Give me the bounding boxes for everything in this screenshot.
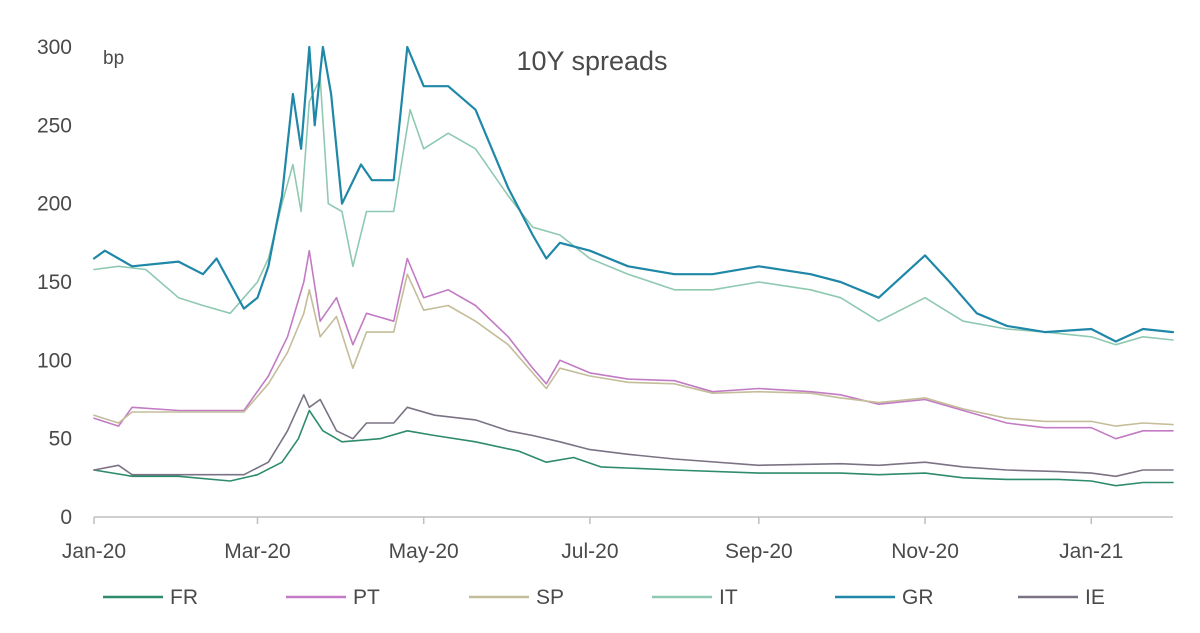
legend: FR PT SP IT GR IE bbox=[103, 586, 1105, 609]
x-tick-label: Mar-20 bbox=[224, 540, 291, 563]
x-tick-label: Jul-20 bbox=[561, 540, 618, 563]
x-tick-label: Jan-20 bbox=[62, 540, 126, 563]
y-tick-label: 0 bbox=[60, 506, 72, 529]
y-tick-label: 50 bbox=[49, 428, 72, 451]
series-line-gr bbox=[92, 45, 1175, 343]
series-lines bbox=[92, 45, 1175, 487]
y-tick-label: 150 bbox=[37, 271, 72, 294]
y-tick-label: 200 bbox=[37, 193, 72, 216]
y-unit-label: bp bbox=[103, 48, 124, 69]
legend-label-fr: FR bbox=[170, 586, 198, 609]
series-line-sp bbox=[93, 273, 1174, 427]
x-tick-label: Nov-20 bbox=[891, 540, 959, 563]
axes: 0 50 100 150 200 250 300 Jan-20 Mar-20 May-20 Jul-… bbox=[37, 36, 1173, 563]
legend-label-pt: PT bbox=[353, 586, 380, 609]
legend-label-ie: IE bbox=[1085, 586, 1105, 609]
y-tick-label: 250 bbox=[37, 114, 72, 137]
y-tick-label: 300 bbox=[37, 36, 72, 59]
chart-title: 10Y spreads bbox=[516, 46, 667, 76]
series-line-it bbox=[93, 77, 1174, 346]
legend-label-sp: SP bbox=[536, 586, 564, 609]
series-line-ie bbox=[93, 394, 1174, 478]
y-tick-label: 100 bbox=[37, 349, 72, 372]
x-tick-label: Sep-20 bbox=[725, 540, 793, 563]
series-line-fr bbox=[93, 409, 1174, 487]
series-line-pt bbox=[93, 249, 1174, 440]
x-tick-label: Jan-21 bbox=[1059, 540, 1123, 563]
legend-label-gr: GR bbox=[902, 586, 934, 609]
x-tick-label: May-20 bbox=[389, 540, 459, 563]
legend-label-it: IT bbox=[719, 586, 738, 609]
